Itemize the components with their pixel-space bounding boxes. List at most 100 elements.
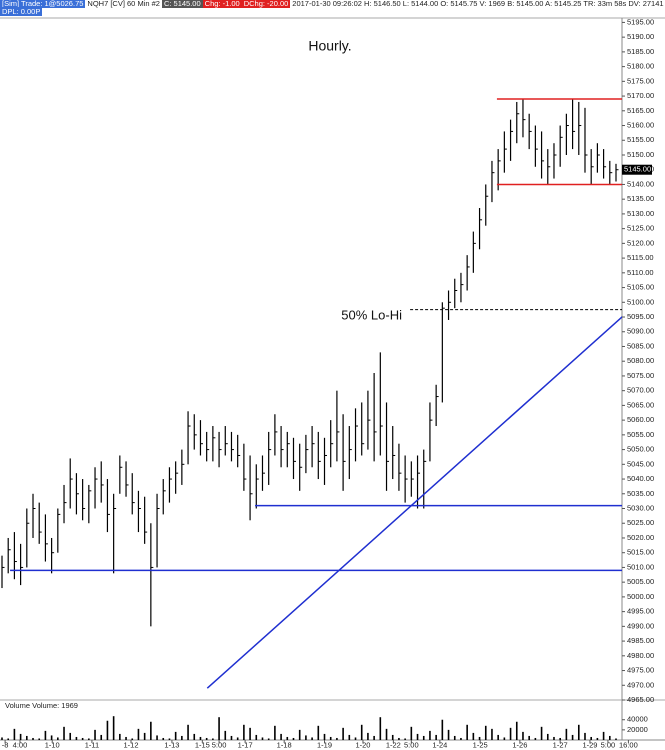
volume-bar [491,728,493,740]
y-tick-label: 4990.00 [627,621,654,630]
y-tick-label: 5160.00 [627,121,654,130]
volume-bar [218,717,220,740]
y-tick-label: 5070.00 [627,386,654,395]
volume-bar [435,734,437,740]
volume-bar [119,733,121,740]
volume-bar [261,737,264,740]
x-tick-label: 1-19 [317,740,332,749]
volume-bar [292,737,295,740]
volume-label: Volume Volume: 1969 [5,701,78,710]
y-tick-label: 5000.00 [627,592,654,601]
volume-bar [57,737,59,740]
volume-bar [441,719,444,740]
volume-bar [522,731,524,740]
y-tick-label: 5055.00 [627,430,654,439]
y-tick-label: 5015.00 [627,548,654,557]
x-tick-label: 1-25 [473,740,488,749]
volume-bar [546,733,549,740]
volume-bar [460,737,462,740]
volume-bar [298,729,301,740]
volume-bar [515,721,518,740]
volume-bar [94,729,96,740]
volume-bar [274,725,276,740]
volume-bar [236,737,239,740]
volume-bar [596,737,599,740]
annotation: 50% Lo-Hi [341,307,402,322]
volume-bar [602,731,605,740]
volume-bar [174,731,177,740]
x-tick-label: 1-11 [85,740,99,749]
volume-bar [385,728,388,740]
y-tick-label: 5140.00 [627,179,654,188]
volume-bar [32,737,34,740]
y-tick-label: 4975.00 [627,666,654,675]
x-tick-label: 1-15 [195,740,210,749]
volume-bar [348,734,351,740]
x-tick-label: 1-22 [386,740,401,749]
volume-bar [590,736,592,740]
x-tick-label: 5:00 [404,740,419,749]
volume-bar [398,737,400,740]
volume-bar [193,733,196,740]
volume-bar [187,724,189,740]
x-tick-label: 1-17 [238,740,253,749]
y-tick-label: 5020.00 [627,533,654,542]
y-tick-label: 5060.00 [627,415,654,424]
last-price-label: 5145.00 [624,165,651,174]
volume-tick-label: 20000 [627,725,648,734]
volume-bar [143,732,146,740]
volume-bar [608,735,611,740]
y-tick-label: 5185.00 [627,47,654,56]
y-tick-label: 5115.00 [627,253,654,262]
volume-bar [243,724,245,740]
y-tick-label: 5080.00 [627,356,654,365]
y-tick-label: 5010.00 [627,562,654,571]
volume-bar [69,732,72,740]
volume-bar [7,738,10,740]
volume-bar [379,717,382,740]
volume-bar [131,738,134,740]
volume-bar [150,721,152,740]
volume-bar [137,728,140,740]
volume-bar [429,730,431,740]
y-tick-label: 5180.00 [627,62,654,71]
volume-bar [317,725,320,740]
volume-bar [553,736,555,740]
volume-bar [205,737,208,740]
volume-bar [100,734,103,740]
volume-bar [571,734,574,740]
x-tick-label: 1-12 [123,740,138,749]
volume-bar [168,738,171,740]
volume-bar [38,738,41,740]
volume-bar [26,735,28,740]
y-tick-label: 5120.00 [627,238,654,247]
volume-bar [615,738,617,740]
volume-bar [472,732,475,740]
volume-bar [336,737,338,740]
chart-title: Hourly. [308,38,351,54]
volume-bar [466,724,468,740]
volume-bar [249,727,251,740]
last-price-box [622,164,652,175]
volume-bar [584,732,586,740]
volume-bar [267,738,270,740]
y-tick-label: 5155.00 [627,135,654,144]
x-tick-label: 1-29 [582,740,597,749]
volume-bar [311,737,313,740]
y-tick-label: 5135.00 [627,194,654,203]
volume-bar [367,732,369,740]
y-tick-label: 5150.00 [627,150,654,159]
y-tick-label: 5170.00 [627,91,654,100]
volume-bar [410,726,413,740]
volume-bar [484,725,487,740]
volume-bar [416,733,419,740]
volume-bar [404,738,406,740]
y-tick-label: 5095.00 [627,312,654,321]
y-tick-label: 5045.00 [627,459,654,468]
y-tick-label: 5105.00 [627,283,654,292]
volume-bar [453,735,456,740]
volume-bar [106,720,109,740]
volume-bar [342,727,344,740]
